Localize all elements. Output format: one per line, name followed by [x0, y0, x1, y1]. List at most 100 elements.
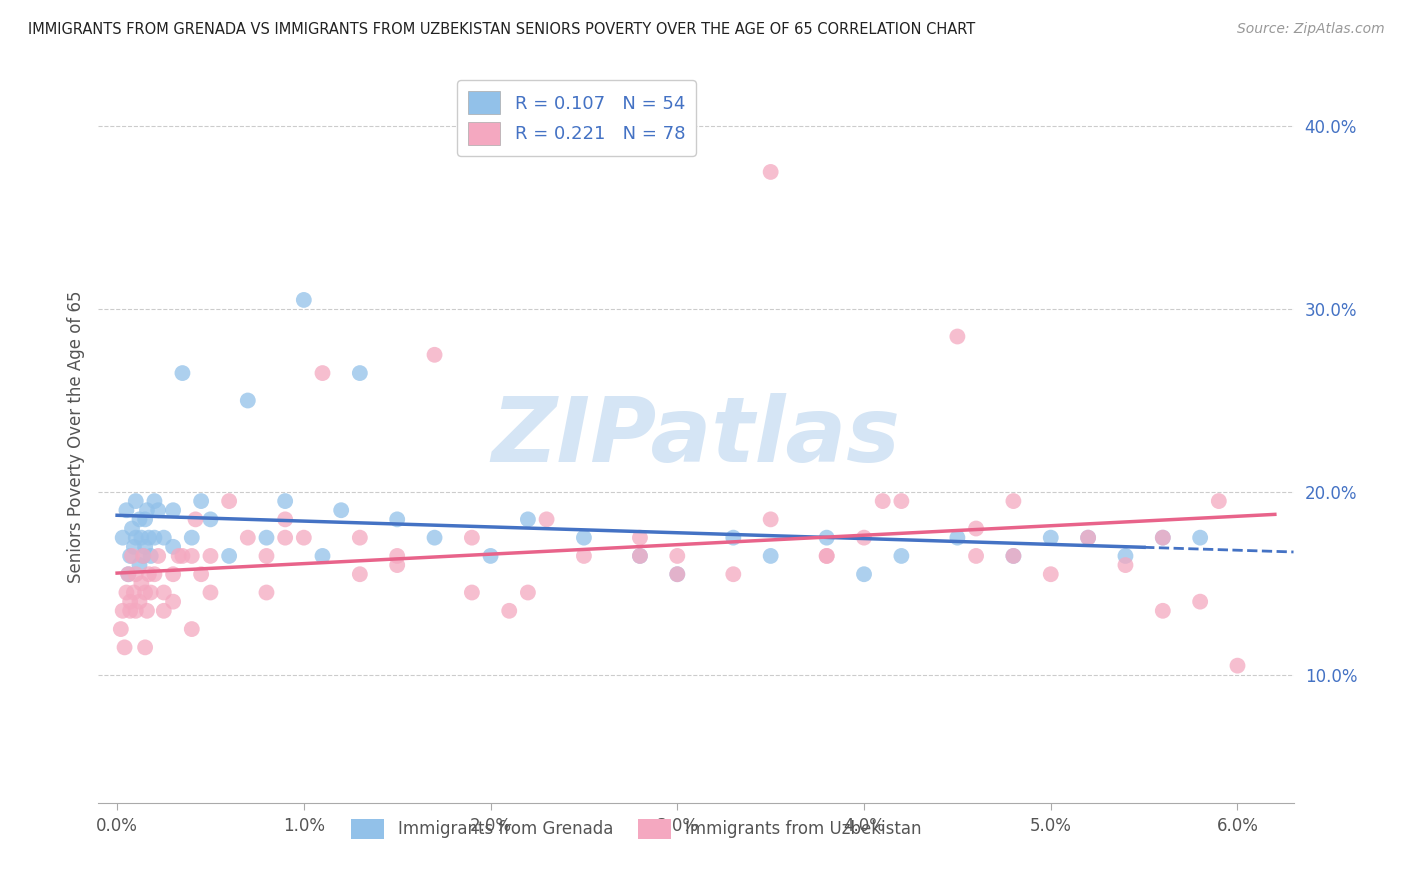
Point	[111, 604, 134, 618]
Point	[136, 503, 159, 517]
Point	[759, 512, 782, 526]
Point	[385, 549, 409, 563]
Point	[139, 549, 162, 563]
Text: ZIPatlas: ZIPatlas	[492, 393, 900, 481]
Point	[256, 549, 278, 563]
Point	[172, 366, 194, 380]
Point	[461, 531, 484, 545]
Point	[139, 585, 162, 599]
Point	[125, 494, 148, 508]
Point	[128, 512, 150, 526]
Point	[180, 531, 202, 545]
Point	[115, 503, 138, 517]
Point	[1114, 558, 1136, 573]
Point	[311, 549, 333, 563]
Point	[349, 366, 371, 380]
Point	[120, 604, 142, 618]
Point	[274, 531, 297, 545]
Point	[114, 640, 136, 655]
Point	[536, 512, 558, 526]
Point	[965, 549, 987, 563]
Point	[125, 567, 148, 582]
Point	[236, 393, 259, 408]
Point	[162, 503, 184, 517]
Point	[236, 531, 259, 545]
Point	[1002, 494, 1025, 508]
Point	[190, 567, 212, 582]
Point	[292, 531, 315, 545]
Point	[1077, 531, 1099, 545]
Point	[890, 549, 912, 563]
Point	[853, 531, 876, 545]
Point	[125, 604, 148, 618]
Point	[572, 549, 595, 563]
Point	[132, 549, 155, 563]
Point	[385, 512, 409, 526]
Point	[946, 329, 969, 343]
Point	[162, 567, 184, 582]
Point	[872, 494, 894, 508]
Point	[1226, 658, 1249, 673]
Point	[815, 549, 838, 563]
Point	[461, 585, 484, 599]
Point	[759, 549, 782, 563]
Point	[128, 594, 150, 608]
Point	[723, 531, 745, 545]
Point	[218, 549, 240, 563]
Point	[479, 549, 502, 563]
Point	[1208, 494, 1230, 508]
Point	[349, 531, 371, 545]
Point	[274, 512, 297, 526]
Point	[853, 567, 876, 582]
Point	[1039, 567, 1062, 582]
Point	[385, 558, 409, 573]
Point	[946, 531, 969, 545]
Point	[423, 531, 446, 545]
Point	[666, 549, 689, 563]
Point	[115, 585, 138, 599]
Point	[134, 585, 156, 599]
Point	[132, 549, 155, 563]
Point	[148, 549, 170, 563]
Point	[628, 531, 651, 545]
Point	[1077, 531, 1099, 545]
Point	[1152, 531, 1174, 545]
Point	[200, 549, 222, 563]
Point	[190, 494, 212, 508]
Point	[162, 594, 184, 608]
Point	[152, 585, 174, 599]
Point	[121, 521, 143, 535]
Point	[666, 567, 689, 582]
Point	[180, 549, 202, 563]
Point	[890, 494, 912, 508]
Point	[143, 531, 166, 545]
Point	[666, 567, 689, 582]
Point	[200, 512, 222, 526]
Point	[121, 549, 143, 563]
Point	[516, 512, 538, 526]
Y-axis label: Seniors Poverty Over the Age of 65: Seniors Poverty Over the Age of 65	[66, 291, 84, 583]
Point	[180, 622, 202, 636]
Point	[628, 549, 651, 563]
Point	[111, 531, 134, 545]
Point	[143, 567, 166, 582]
Point	[628, 549, 651, 563]
Point	[1002, 549, 1025, 563]
Point	[1189, 531, 1212, 545]
Point	[117, 567, 139, 582]
Point	[723, 567, 745, 582]
Point	[218, 494, 240, 508]
Point	[1152, 531, 1174, 545]
Point	[134, 512, 156, 526]
Point	[125, 531, 148, 545]
Point	[292, 293, 315, 307]
Legend: Immigrants from Grenada, Immigrants from Uzbekistan: Immigrants from Grenada, Immigrants from…	[344, 812, 928, 846]
Point	[572, 531, 595, 545]
Point	[349, 567, 371, 582]
Point	[815, 549, 838, 563]
Point	[200, 585, 222, 599]
Point	[138, 531, 160, 545]
Point	[134, 640, 156, 655]
Point	[1114, 549, 1136, 563]
Point	[148, 503, 170, 517]
